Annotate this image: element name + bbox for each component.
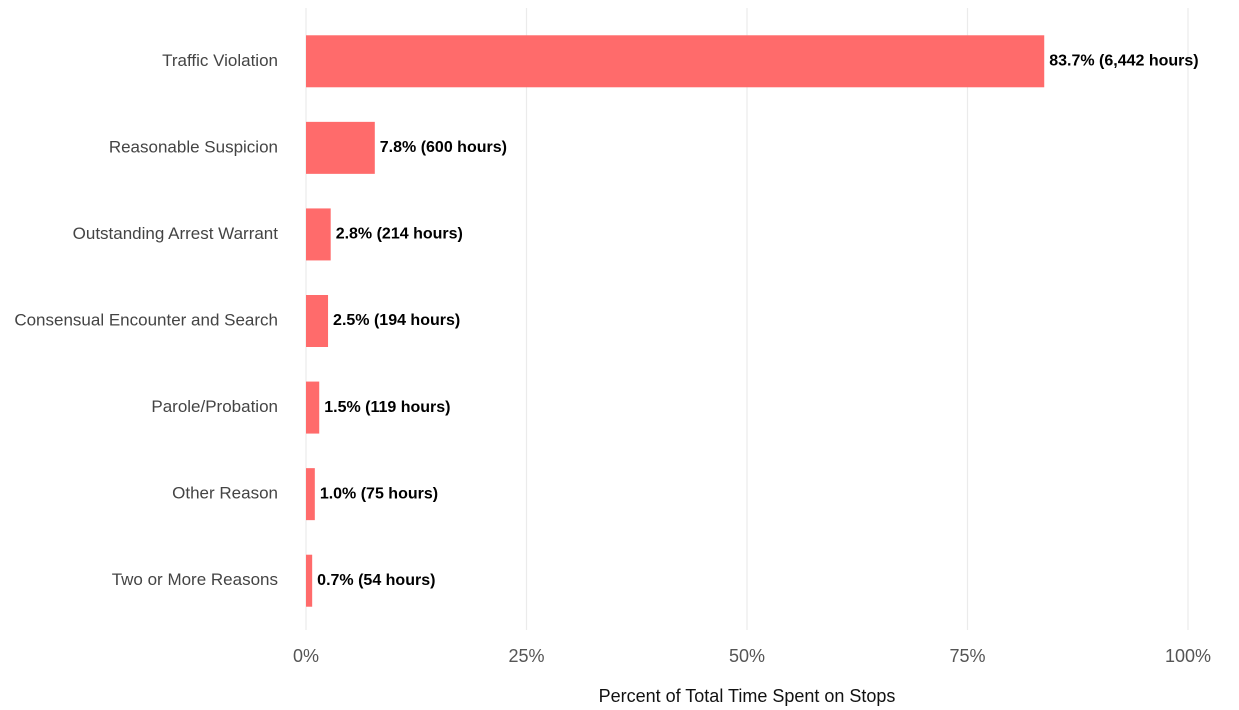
bar	[306, 554, 313, 607]
bar	[306, 381, 320, 434]
y-tick-label: Other Reason	[172, 484, 278, 503]
bar	[306, 121, 375, 174]
value-label: 1.5% (119 hours)	[324, 399, 450, 416]
x-tick-label: 100%	[1165, 646, 1211, 666]
value-label: 2.8% (214 hours)	[336, 226, 463, 243]
y-tick-label: Traffic Violation	[162, 51, 278, 70]
bar	[306, 295, 329, 347]
x-axis-label: Percent of Total Time Spent on Stops	[599, 686, 896, 706]
y-tick-label: Outstanding Arrest Warrant	[73, 224, 279, 243]
bar	[306, 208, 331, 261]
x-tick-label: 25%	[508, 646, 544, 666]
bar	[306, 468, 315, 521]
bar	[306, 35, 1045, 88]
value-label: 1.0% (75 hours)	[320, 485, 438, 502]
y-tick-label: Consensual Encounter and Search	[14, 310, 278, 329]
x-tick-label: 75%	[949, 646, 985, 666]
y-tick-label: Reasonable Suspicion	[109, 137, 278, 156]
x-tick-label: 50%	[729, 646, 765, 666]
y-tick-label: Two or More Reasons	[112, 570, 278, 589]
y-tick-label: Parole/Probation	[151, 397, 278, 416]
value-label: 7.8% (600 hours)	[380, 139, 507, 156]
value-label: 0.7% (54 hours)	[317, 572, 435, 589]
value-label: 2.5% (194 hours)	[333, 312, 460, 329]
x-tick-label: 0%	[293, 646, 319, 666]
value-label: 83.7% (6,442 hours)	[1049, 53, 1198, 70]
